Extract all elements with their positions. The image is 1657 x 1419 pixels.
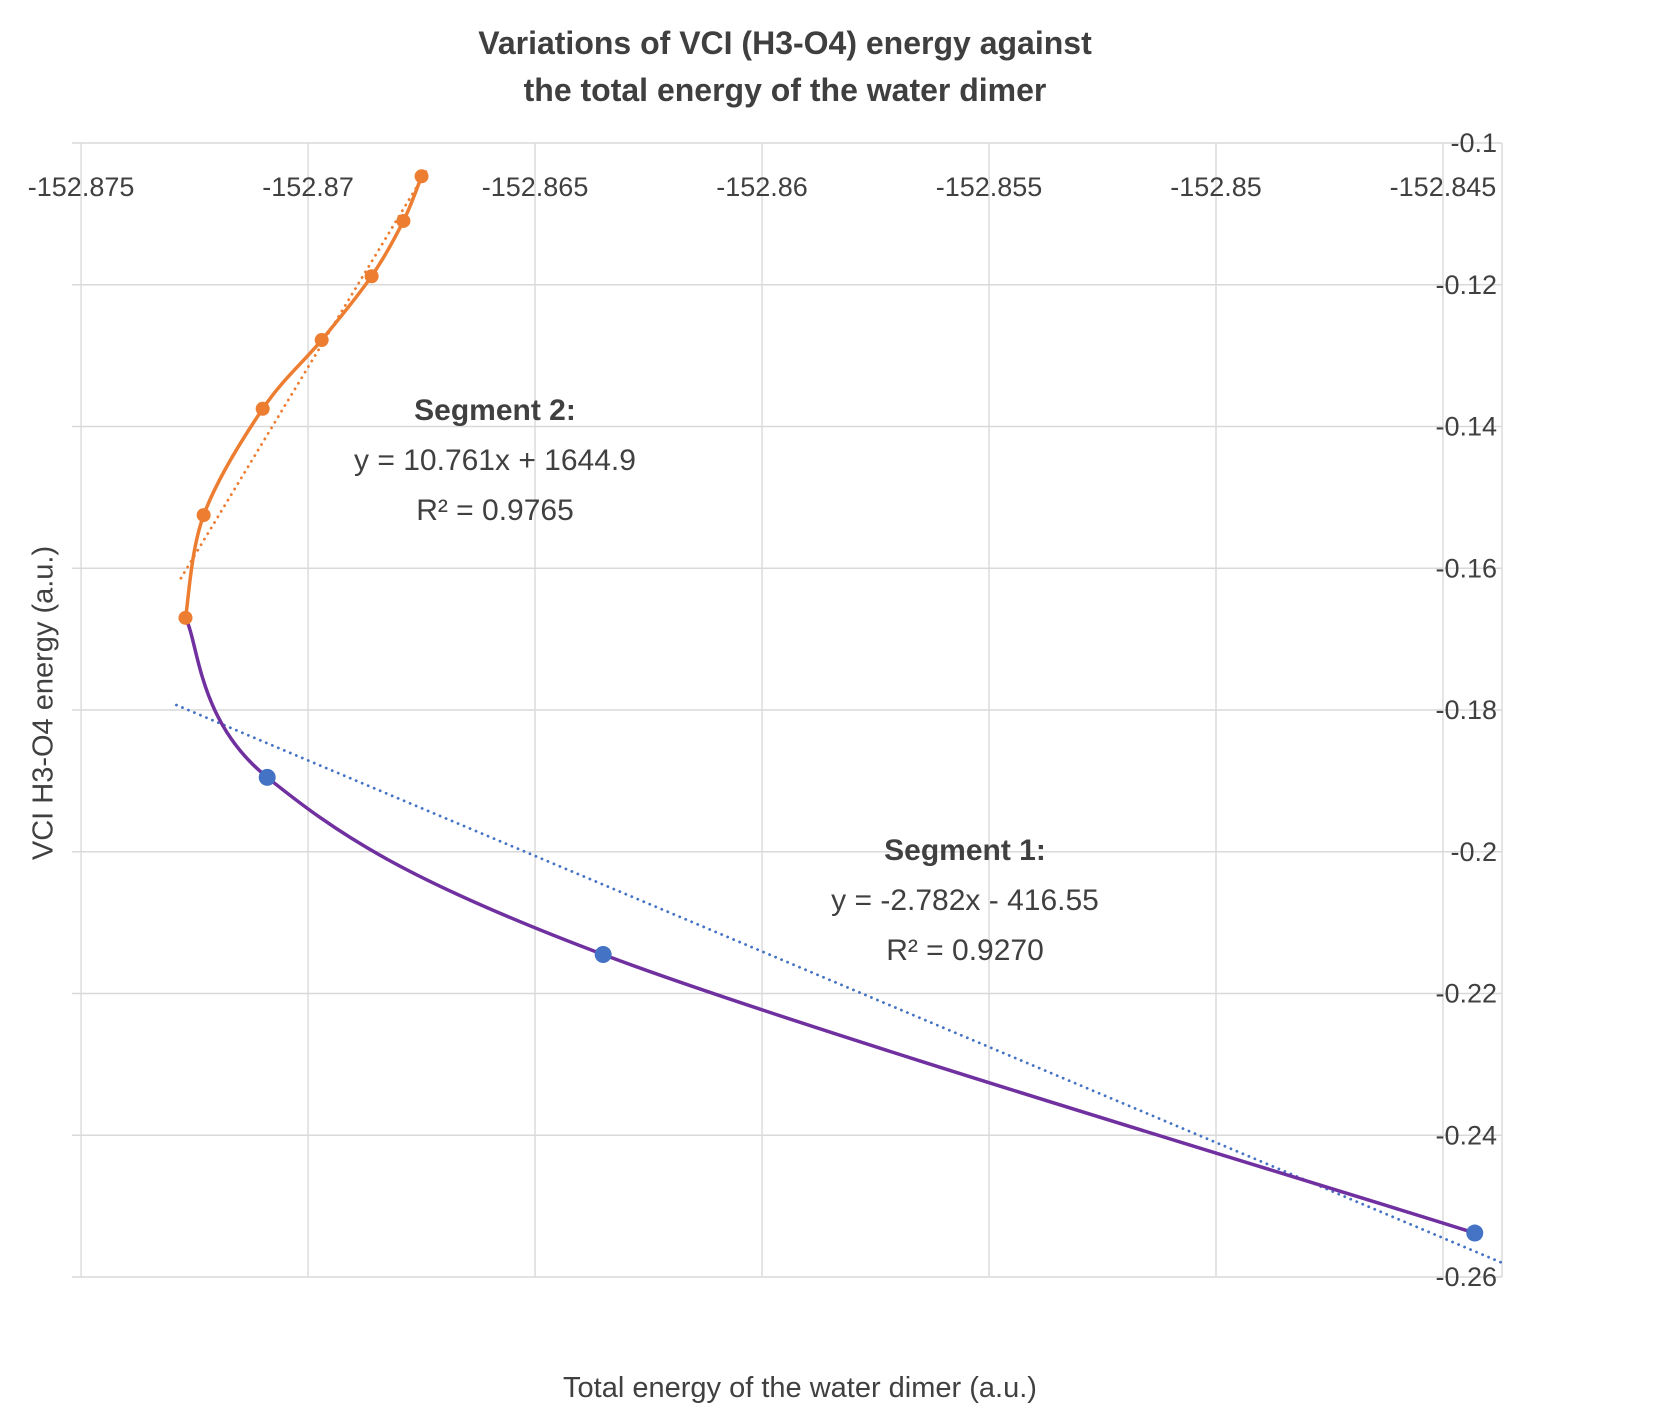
data-point-marker-segment-2 xyxy=(196,508,211,523)
data-point-marker-segment-2 xyxy=(396,213,411,228)
data-point-marker-segment-2 xyxy=(178,610,193,625)
y-tick-label: -0.18 xyxy=(1435,695,1497,725)
x-axis-title: Total energy of the water dimer (a.u.) xyxy=(563,1372,1037,1404)
chart-title-line1: Variations of VCI (H3-O4) energy against xyxy=(478,25,1092,61)
data-point-marker-segment-1 xyxy=(258,768,276,786)
data-point-marker-segment-1 xyxy=(1466,1224,1484,1242)
y-tick-label: -0.14 xyxy=(1435,412,1497,442)
series-line-segment-1 xyxy=(183,616,1477,1235)
annotation-segment-1: Segment 1: y = -2.782x - 416.55 R² = 0.9… xyxy=(745,826,1185,976)
trendline-segment-2 xyxy=(179,169,428,580)
data-point-marker-segment-2 xyxy=(364,269,379,284)
x-tick-label: -152.87 xyxy=(262,172,354,202)
data-point-marker-segment-2 xyxy=(255,401,270,416)
x-tick-label: -152.875 xyxy=(28,172,135,202)
x-tick-label: -152.86 xyxy=(716,172,808,202)
data-point-marker-segment-1 xyxy=(594,946,612,964)
y-tick-label: -0.12 xyxy=(1435,270,1497,300)
y-axis-title: VCI H3-O4 energy (a.u.) xyxy=(27,545,60,861)
segment1-r2: R² = 0.9270 xyxy=(886,934,1044,967)
y-tick-label: -0.2 xyxy=(1450,837,1497,867)
x-tick-label: -152.855 xyxy=(936,172,1043,202)
x-tick-label: -152.845 xyxy=(1390,172,1497,202)
segment1-heading: Segment 1: xyxy=(884,834,1046,867)
y-tick-label: -0.26 xyxy=(1435,1262,1497,1292)
segment2-r2: R² = 0.9765 xyxy=(416,494,574,527)
data-point-marker-segment-2 xyxy=(314,333,329,348)
x-tick-label: -152.865 xyxy=(482,172,589,202)
segment2-heading: Segment 2: xyxy=(414,394,576,427)
x-tick-label: -152.85 xyxy=(1170,172,1262,202)
segment1-equation: y = -2.782x - 416.55 xyxy=(831,884,1099,917)
segment2-equation: y = 10.761x + 1644.9 xyxy=(354,444,636,477)
data-point-marker-segment-2 xyxy=(414,169,429,184)
chart-title-line2: the total energy of the water dimer xyxy=(523,72,1047,108)
y-tick-label: -0.16 xyxy=(1435,553,1497,583)
trendline-segment-1 xyxy=(175,703,1504,1265)
y-tick-label: -0.22 xyxy=(1435,979,1497,1009)
y-tick-label: -0.1 xyxy=(1450,128,1497,158)
y-tick-label: -0.24 xyxy=(1435,1120,1497,1150)
annotation-segment-2: Segment 2: y = 10.761x + 1644.9 R² = 0.9… xyxy=(275,386,715,536)
chart-title: Variations of VCI (H3-O4) energy against… xyxy=(0,20,1570,114)
